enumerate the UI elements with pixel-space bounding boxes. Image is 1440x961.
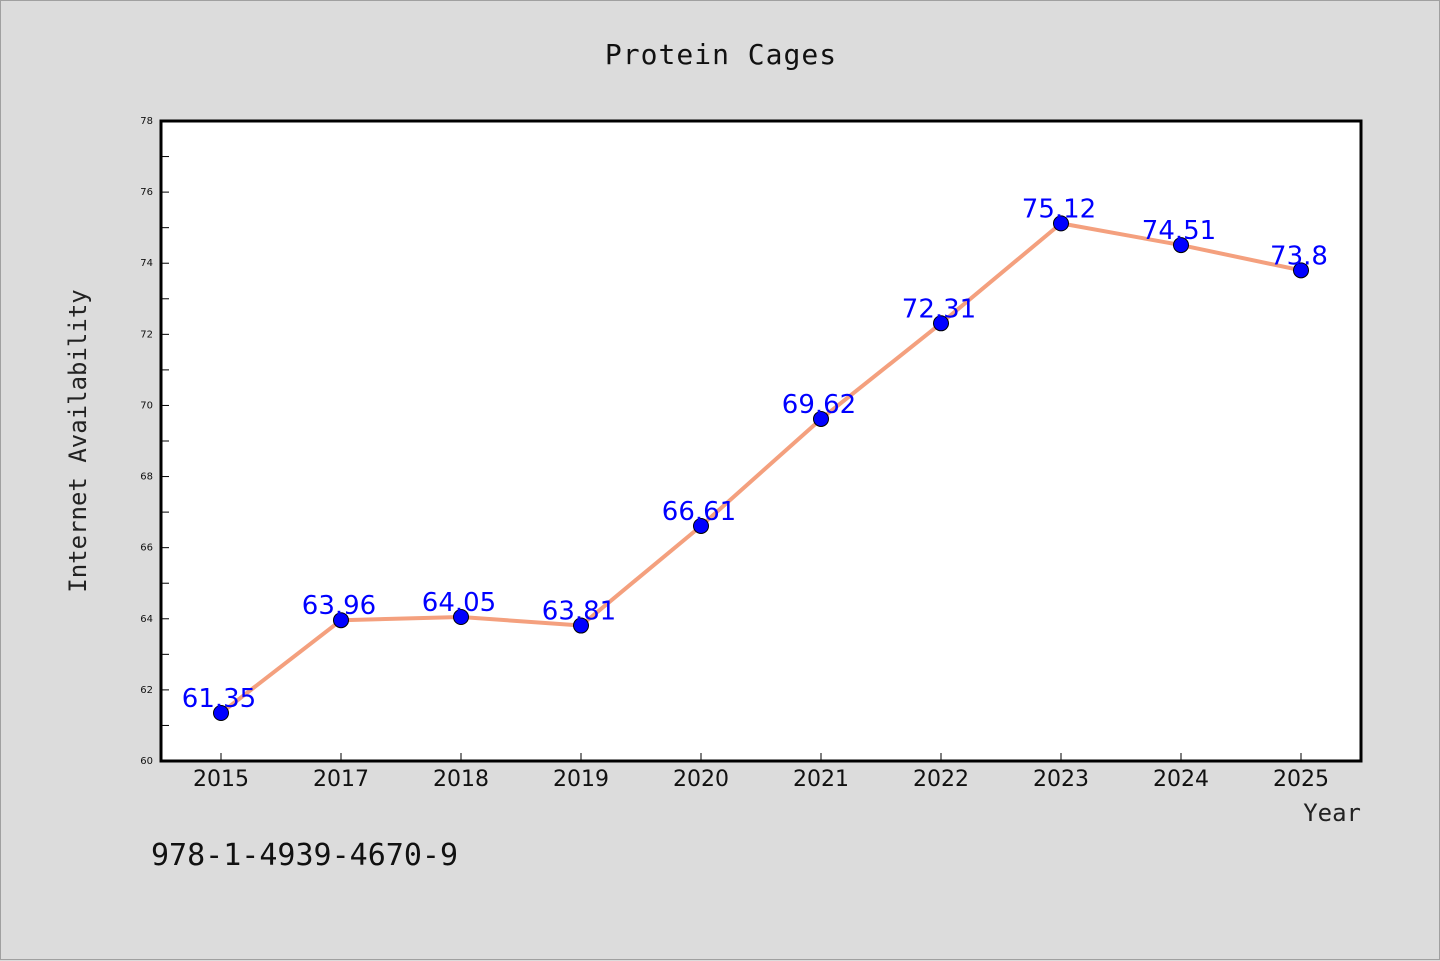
y-tick-label: 70	[140, 400, 153, 411]
x-tick-label: 2020	[673, 767, 729, 792]
x-tick-label: 2018	[433, 767, 489, 792]
data-label: 61.35	[182, 684, 256, 714]
series-line	[219, 221, 1302, 715]
data-label: 63.81	[542, 597, 616, 627]
data-label: 64.05	[422, 588, 496, 618]
chart-title: Protein Cages	[605, 38, 837, 71]
y-tick-label: 68	[140, 472, 153, 483]
x-tick-label: 2025	[1273, 767, 1329, 792]
y-tick-label: 64	[140, 614, 153, 625]
data-label: 69.62	[782, 390, 856, 420]
x-tick-label: 2017	[313, 767, 369, 792]
data-labels: 61.35 63.96 64.05 63.81 66.61 69.62 72.31 75.12…	[182, 194, 1328, 714]
data-label: 74.51	[1142, 216, 1216, 246]
data-label: 63.96	[302, 591, 376, 621]
data-point	[813, 410, 829, 427]
data-label: 72.31	[902, 294, 976, 324]
data-point	[693, 517, 709, 534]
x-tick-label: 2021	[793, 767, 849, 792]
data-markers	[213, 215, 1309, 721]
y-tick-label: 72	[140, 329, 153, 340]
y-tick-label: 74	[140, 258, 153, 269]
x-tick-label: 2024	[1153, 767, 1209, 792]
series-line-group	[219, 221, 1302, 715]
data-point	[453, 609, 469, 625]
data-point	[1053, 215, 1069, 232]
x-tick-label: 2022	[913, 767, 969, 792]
data-point	[933, 315, 949, 332]
y-tick-label: 66	[140, 543, 153, 554]
data-point	[333, 612, 349, 629]
data-point	[1173, 237, 1189, 254]
data-point	[1293, 262, 1309, 279]
data-label: 66.61	[662, 497, 736, 527]
data-label: 73.8	[1270, 241, 1328, 271]
footer-code: 978-1-4939-4670-9	[151, 838, 458, 873]
x-axis-label: Year	[1303, 799, 1361, 827]
x-tick-label: 2023	[1033, 767, 1089, 792]
x-axis-ticks: 2015 2017 2018 2019 2020 2021 2022 2023 2024 2025	[193, 753, 1329, 792]
y-tick-label: 76	[140, 187, 153, 198]
y-tick-label: 62	[140, 685, 153, 696]
y-axis-label: Internet Availability	[64, 289, 92, 592]
x-tick-label: 2019	[553, 767, 609, 792]
y-axis-ticks: 60 62 64 66 68 70 72 74 76 78	[140, 116, 169, 767]
data-point	[573, 617, 589, 634]
data-point	[213, 705, 229, 721]
y-tick-label: 60	[140, 756, 153, 767]
x-tick-label: 2015	[193, 767, 249, 792]
y-tick-label: 78	[140, 116, 153, 127]
data-label: 75.12	[1022, 194, 1096, 224]
plot-area	[159, 119, 1363, 763]
